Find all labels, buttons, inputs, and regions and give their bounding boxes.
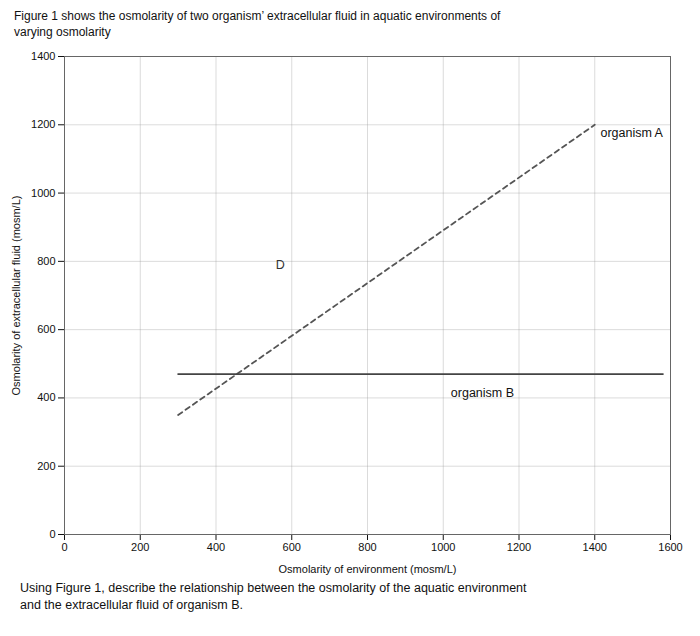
svg-text:1400: 1400 bbox=[583, 541, 607, 553]
svg-text:400: 400 bbox=[207, 541, 225, 553]
svg-text:D: D bbox=[276, 258, 285, 272]
svg-text:600: 600 bbox=[37, 323, 55, 335]
svg-text:400: 400 bbox=[37, 391, 55, 403]
svg-text:Osmolarity of environment (mos: Osmolarity of environment (mosm/L) bbox=[279, 563, 457, 575]
svg-text:1200: 1200 bbox=[31, 118, 55, 130]
svg-text:200: 200 bbox=[131, 541, 149, 553]
svg-text:1400: 1400 bbox=[31, 50, 55, 62]
svg-text:800: 800 bbox=[37, 255, 55, 267]
svg-text:800: 800 bbox=[358, 541, 376, 553]
svg-text:0: 0 bbox=[49, 528, 55, 540]
svg-text:organism B: organism B bbox=[451, 386, 514, 400]
svg-text:200: 200 bbox=[37, 460, 55, 472]
html-text:Using Figure 1, describe the r: Using Figure 1, describe the relationshi… bbox=[20, 581, 527, 595]
svg-text:1200: 1200 bbox=[507, 541, 531, 553]
svg-text:600: 600 bbox=[283, 541, 301, 553]
svg-text:1000: 1000 bbox=[31, 187, 55, 199]
svg-text:1000: 1000 bbox=[431, 541, 455, 553]
html-text:varying osmolarity: varying osmolarity bbox=[14, 25, 111, 39]
svg-text:1600: 1600 bbox=[658, 541, 682, 553]
svg-text:0: 0 bbox=[61, 541, 67, 553]
html-text:and the extracellular fluid of: and the extracellular fluid of organism … bbox=[20, 598, 243, 612]
svg-text:Osmolarity of extracellular fl: Osmolarity of extracellular fluid (mosm/… bbox=[10, 196, 22, 396]
html-text:Figure 1 shows the osmolarity: Figure 1 shows the osmolarity of two org… bbox=[14, 9, 501, 23]
svg-text:organism A: organism A bbox=[600, 126, 663, 140]
